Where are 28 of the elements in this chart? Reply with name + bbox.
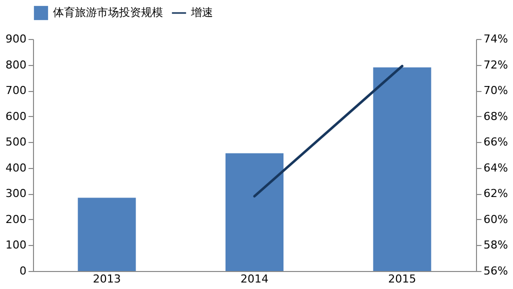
y-tick-label: 900 bbox=[6, 32, 26, 46]
y2-tick-label: 70% bbox=[484, 84, 508, 98]
x-tick-label: 2015 bbox=[388, 272, 416, 286]
bar bbox=[226, 153, 284, 271]
y2-tick-label: 64% bbox=[484, 161, 508, 174]
legend-label: 体育旅游市场投资规模 bbox=[53, 6, 163, 19]
y-tick-label: 800 bbox=[6, 58, 26, 72]
y-tick-label: 0 bbox=[20, 264, 26, 278]
y-tick-label: 500 bbox=[6, 136, 26, 149]
y-tick-label: 700 bbox=[6, 84, 26, 98]
bar bbox=[78, 198, 136, 271]
x-tick-label: 2014 bbox=[240, 272, 268, 286]
y2-tick-label: 68% bbox=[484, 110, 508, 123]
y2-tick-label: 58% bbox=[484, 238, 508, 252]
y-tick-label: 600 bbox=[6, 110, 26, 123]
bar bbox=[373, 67, 432, 271]
y2-tick-label: 74% bbox=[484, 32, 508, 46]
y-tick-label: 300 bbox=[6, 187, 26, 200]
y-tick-label: 200 bbox=[6, 212, 26, 226]
y2-tick-label: 66% bbox=[484, 136, 508, 149]
legend-label: 增速 bbox=[190, 6, 213, 19]
y2-tick-label: 62% bbox=[484, 187, 508, 200]
y2-tick-label: 56% bbox=[484, 264, 508, 278]
y-tick-label: 100 bbox=[6, 238, 26, 252]
y2-tick-label: 60% bbox=[484, 212, 508, 226]
y-tick-label: 400 bbox=[6, 161, 26, 174]
y2-tick-label: 72% bbox=[484, 58, 508, 72]
x-tick-label: 2013 bbox=[92, 272, 121, 286]
